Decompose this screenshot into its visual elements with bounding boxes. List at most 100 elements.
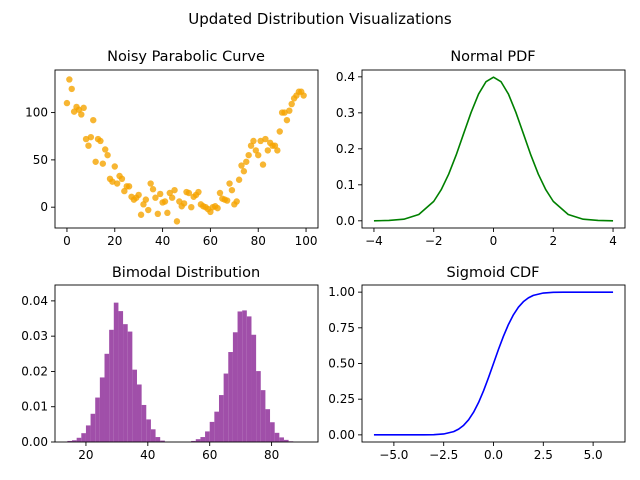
scatter-point bbox=[113, 180, 121, 187]
histogram-bar bbox=[205, 431, 210, 442]
histogram-bar bbox=[136, 384, 142, 442]
x-tick-label: 0 bbox=[490, 234, 498, 248]
histogram-bar bbox=[232, 332, 238, 442]
scatter-point bbox=[223, 197, 231, 204]
y-tick-label: 0.4 bbox=[336, 70, 355, 84]
scatter-point bbox=[152, 194, 159, 201]
scatter-point bbox=[161, 198, 169, 205]
histogram-bar bbox=[76, 437, 82, 442]
scatter-point bbox=[145, 206, 152, 214]
scatter-point bbox=[216, 189, 224, 197]
histogram-bar bbox=[104, 353, 110, 442]
scatter-point bbox=[226, 180, 233, 187]
histogram-bar bbox=[127, 331, 133, 442]
x-tick-label: 20 bbox=[107, 234, 122, 248]
histogram-bar bbox=[265, 409, 271, 442]
x-tick-label: 4 bbox=[609, 234, 617, 248]
subplot-title: Normal PDF bbox=[450, 49, 535, 65]
scatter-point bbox=[135, 191, 142, 199]
scatter-point bbox=[274, 147, 281, 154]
x-tick-label: −5.0 bbox=[379, 448, 408, 462]
histogram-bar bbox=[279, 437, 284, 442]
histogram-bar bbox=[270, 422, 275, 442]
scatter-point bbox=[214, 204, 221, 212]
x-tick-label: 2.5 bbox=[534, 448, 553, 462]
x-tick-label: 20 bbox=[78, 448, 93, 462]
histogram-bar bbox=[132, 369, 137, 442]
y-tick-label: 1.00 bbox=[328, 285, 355, 299]
histogram-bar bbox=[150, 429, 156, 442]
scatter-point bbox=[87, 133, 95, 141]
scatter-point bbox=[121, 187, 128, 195]
histogram-bar bbox=[218, 395, 224, 442]
histogram-bar bbox=[72, 440, 77, 442]
histogram-bar bbox=[95, 397, 100, 442]
y-tick-label: 0.75 bbox=[328, 321, 355, 335]
scatter-point bbox=[185, 189, 193, 197]
scatter-point bbox=[255, 151, 262, 159]
x-tick-label: 100 bbox=[295, 234, 318, 248]
scatter-point bbox=[166, 189, 173, 197]
scatter-point bbox=[66, 76, 73, 83]
scatter-point bbox=[90, 116, 97, 124]
histogram-bar bbox=[123, 324, 128, 442]
scatter-point bbox=[240, 168, 248, 175]
subplot-sigmoid-cdf: Sigmoid CDF −5.0 −2.5 0.0 2.5 5.0 0.00 0.25 0.5… bbox=[328, 265, 626, 462]
histogram-bar bbox=[251, 334, 257, 442]
x-tick-label: 2 bbox=[549, 234, 557, 248]
series-line bbox=[373, 291, 614, 436]
y-tick-label: 100 bbox=[25, 106, 48, 120]
x-tick-label: −4 bbox=[365, 234, 383, 248]
scatter-point bbox=[235, 176, 243, 183]
subplot-title: Noisy Parabolic Curve bbox=[107, 49, 265, 65]
histogram-bar bbox=[237, 311, 243, 442]
scatter-point bbox=[262, 135, 269, 143]
scatter-point bbox=[137, 211, 145, 218]
y-tick-label: 0.01 bbox=[21, 400, 48, 414]
scatter-point bbox=[111, 163, 118, 170]
scatter-point bbox=[238, 162, 245, 169]
figure-suptitle: Updated Distribution Visualizations bbox=[188, 10, 452, 28]
axes-frame bbox=[54, 69, 319, 229]
y-tick-label: 50 bbox=[33, 153, 48, 167]
y-tick-label: 0.1 bbox=[336, 178, 355, 192]
scatter-point bbox=[252, 147, 260, 154]
scatter-point bbox=[233, 198, 240, 205]
subplot-normal-pdf: Normal PDF −4 −2 0 2 4 0.0 0.1 0.2 0.3 0.4 bbox=[336, 49, 626, 248]
x-tick-label: 40 bbox=[140, 448, 155, 462]
x-tick-label: −2 bbox=[425, 234, 443, 248]
scatter-point bbox=[283, 116, 291, 124]
x-tick-label: −2.5 bbox=[429, 448, 458, 462]
scatter-point bbox=[228, 186, 236, 194]
series-line bbox=[373, 76, 614, 222]
histogram-bar bbox=[209, 421, 215, 442]
scatter-point bbox=[250, 137, 257, 145]
axes-frame bbox=[54, 284, 319, 443]
histogram-bar bbox=[141, 404, 147, 442]
y-tick-label: 0.04 bbox=[21, 294, 48, 308]
subplot-noisy-parabolic: Noisy Parabolic Curve 0 20 40 60 80 100 0 50 100 bbox=[25, 49, 319, 248]
histogram-bar bbox=[90, 413, 96, 442]
scatter-point bbox=[142, 196, 150, 203]
y-tick-label: 0.3 bbox=[336, 106, 355, 120]
scatter-point bbox=[99, 160, 107, 167]
histogram-bar bbox=[283, 439, 289, 442]
scatter-point bbox=[286, 107, 293, 114]
x-tick-label: 60 bbox=[203, 234, 218, 248]
scatter-point bbox=[63, 99, 71, 107]
scatter-point bbox=[188, 203, 195, 211]
scatter-point bbox=[68, 85, 75, 93]
histogram-bar bbox=[228, 352, 233, 442]
x-tick-label: 40 bbox=[155, 234, 170, 248]
histogram-bar bbox=[109, 329, 114, 442]
histogram-bar bbox=[113, 302, 119, 442]
scatter-point bbox=[247, 142, 255, 149]
histogram-bar bbox=[195, 439, 201, 442]
histogram-bar bbox=[160, 440, 165, 442]
histogram-bar bbox=[274, 432, 280, 442]
scatter-point bbox=[168, 194, 176, 201]
scatter-point bbox=[264, 147, 271, 154]
x-tick-label: 5.0 bbox=[584, 448, 603, 462]
y-tick-label: 0.00 bbox=[328, 428, 355, 442]
